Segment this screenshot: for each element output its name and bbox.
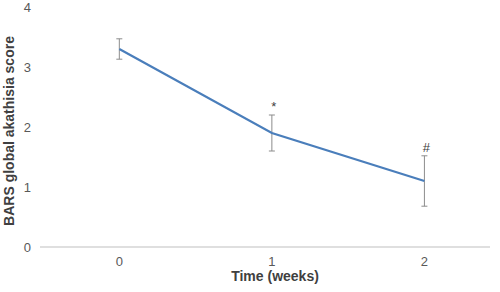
annotation: * [271,99,276,114]
y-axis-label: BARS global akathisia score [1,36,17,226]
x-tick-label: 2 [421,254,428,269]
x-tick-label: 1 [268,254,275,269]
x-tick-label: 0 [116,254,123,269]
plot-area [116,39,427,206]
y-tick-label: 0 [24,240,31,255]
y-tick-label: 2 [24,120,31,135]
x-axis-label: Time (weeks) [231,268,319,284]
annotation: # [423,140,431,155]
y-tick-label: 3 [24,60,31,75]
chart: 0 1 2 3 4 0 1 2 Time (weeks) BARS global akathisi… [0,0,500,292]
y-tick-label: 4 [24,0,31,15]
line [119,49,424,181]
y-tick-label: 1 [24,180,31,195]
x-axis-line [40,247,490,248]
